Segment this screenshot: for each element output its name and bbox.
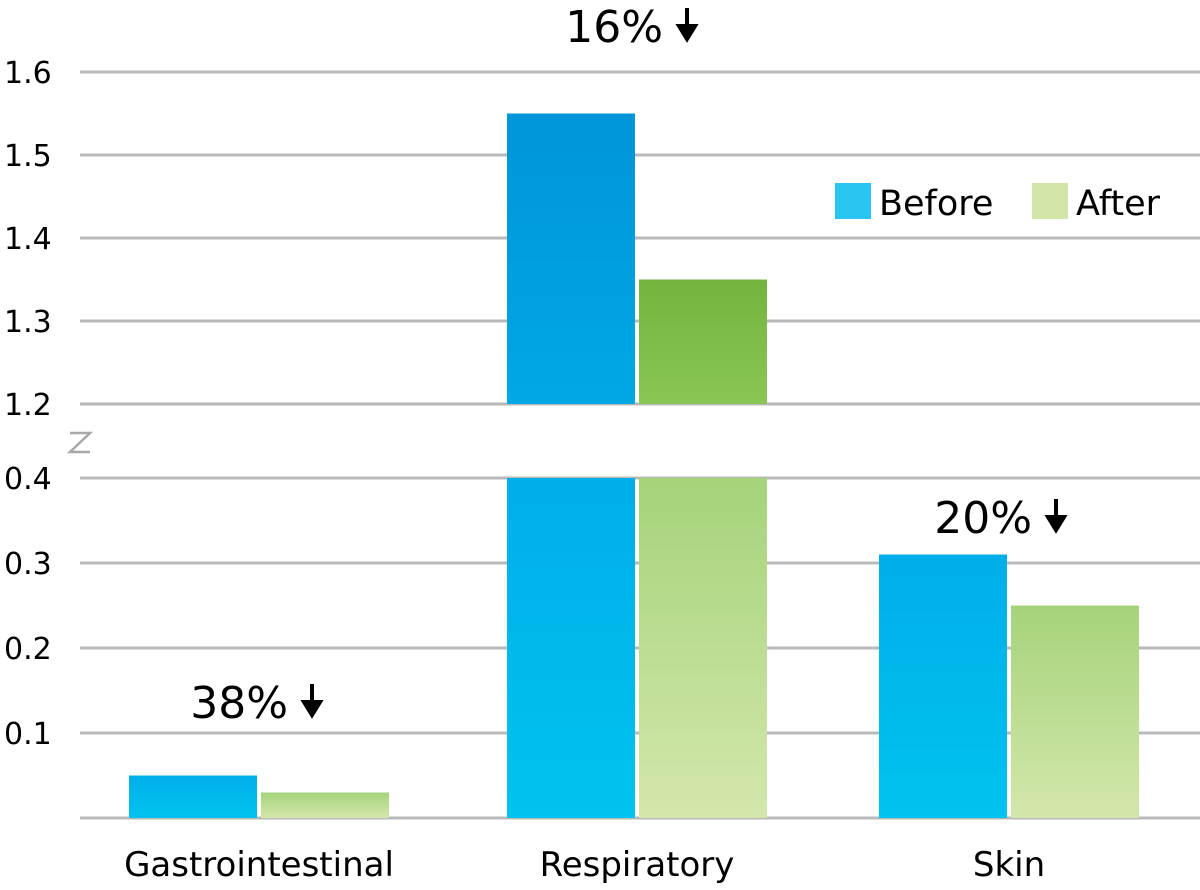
y-tick-label: 1.4	[4, 222, 52, 257]
bar-after-lower	[639, 478, 767, 818]
x-axis-categories: Gastrointestinal Respiratory Skin	[124, 845, 1045, 885]
legend-swatch-after	[1032, 183, 1068, 219]
y-tick-label: 1.6	[4, 56, 52, 91]
percent-annotation: 20%	[934, 493, 1032, 544]
bar-after	[261, 792, 389, 818]
y-tick-label: 0.2	[4, 632, 52, 667]
y-tick-label: 0.1	[4, 717, 52, 752]
percent-annotation: 38%	[190, 678, 288, 729]
x-category-label: Skin	[973, 845, 1045, 885]
y-axis-ticks: 0.1 0.2 0.3 0.4 1.2 1.3 1.4 1.5 1.6	[4, 56, 52, 752]
bar-before	[879, 554, 1007, 818]
percent-annotations: 38% 16% 20%	[190, 2, 1068, 729]
legend-label-after: After	[1076, 184, 1161, 224]
percent-annotation: 16%	[565, 2, 663, 53]
bar-before-lower	[507, 478, 635, 818]
down-arrow-icon	[675, 8, 699, 43]
x-category-label: Gastrointestinal	[124, 845, 394, 885]
y-tick-label: 0.4	[4, 462, 52, 497]
down-arrow-icon	[1044, 499, 1068, 534]
bar-after	[1011, 605, 1139, 818]
down-arrow-icon	[300, 684, 324, 719]
y-tick-label: 0.3	[4, 547, 52, 582]
bar-before	[129, 775, 257, 818]
axis-break-icon	[66, 431, 94, 454]
legend-swatch-before	[835, 183, 871, 219]
legend: Before After	[835, 183, 1161, 224]
y-tick-label: 1.3	[4, 305, 52, 340]
legend-label-before: Before	[879, 184, 993, 224]
y-tick-label: 1.2	[4, 388, 52, 423]
bar-before-upper	[507, 113, 635, 404]
y-tick-label: 1.5	[4, 139, 52, 174]
bars	[129, 113, 1139, 818]
x-category-label: Respiratory	[540, 845, 735, 885]
bar-after-upper	[639, 279, 767, 404]
